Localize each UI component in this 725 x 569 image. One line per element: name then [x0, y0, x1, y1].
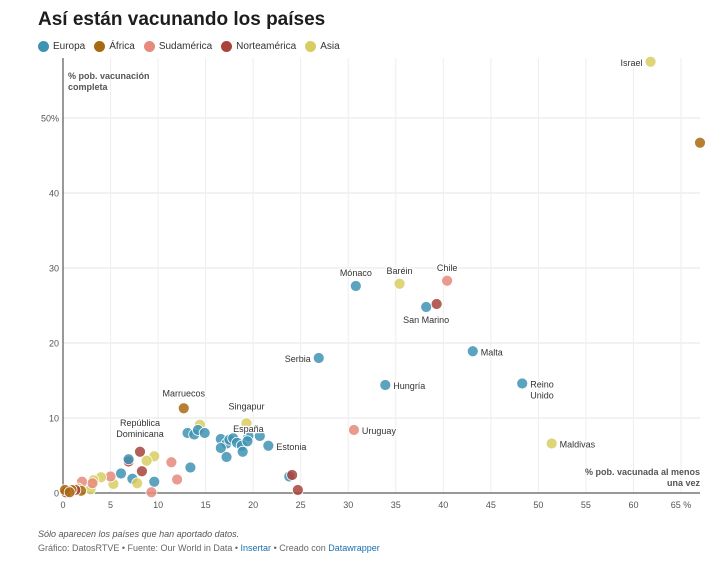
data-point	[441, 274, 454, 287]
data-point	[220, 451, 233, 463]
data-point	[145, 486, 158, 499]
point-label: Estonia	[276, 442, 306, 452]
data-point	[184, 461, 197, 474]
data-point	[349, 280, 362, 292]
point-label: Marruecos	[162, 388, 205, 398]
footer-credit: Gráfico: DatosRTVE • Fuente: Our World i…	[38, 543, 380, 553]
data-point	[177, 402, 190, 415]
x-tick-label: 35	[391, 500, 401, 510]
y-tick-label: 30	[49, 264, 59, 274]
data-point	[253, 430, 266, 442]
scatter-chart: 0 10 20 30 40 50% 0 5 10 15 20 25 30 35 40 45 50 55 60 65 %…	[41, 55, 706, 510]
legend-swatch	[305, 41, 317, 52]
data-point	[198, 427, 211, 439]
legend-item: Sudamérica	[143, 41, 213, 52]
point-label: Israel	[621, 58, 643, 68]
point-label: Baréin	[387, 266, 413, 276]
data-point	[545, 437, 558, 450]
point-label: Mónaco	[340, 268, 372, 278]
legend-item: Norteamérica	[221, 41, 296, 52]
data-point	[644, 55, 657, 68]
point-label: Hungría	[393, 381, 425, 391]
point-label: República Dominicana	[116, 418, 164, 439]
data-point	[466, 345, 479, 358]
x-tick-label: 20	[248, 500, 258, 510]
point-label: Reino Unido	[530, 380, 554, 401]
data-point	[136, 465, 148, 478]
legend-label: Europa	[53, 41, 86, 52]
data-point	[236, 445, 249, 458]
data-point	[241, 435, 254, 448]
point-label: Uruguay	[362, 426, 397, 436]
legend-swatch	[221, 41, 233, 52]
x-tick-label: 60	[628, 500, 638, 510]
x-tick-label: 10	[153, 500, 163, 510]
data-point	[312, 352, 325, 364]
point-label: San Marino	[403, 315, 449, 325]
legend-swatch	[38, 41, 49, 52]
point-label: Malta	[481, 347, 503, 357]
point-label: Maldivas	[560, 440, 596, 450]
data-point	[262, 439, 275, 452]
data-point	[171, 473, 183, 486]
footer-note: Sólo aparecen los países que han aportad…	[38, 529, 240, 539]
y-axis-label: % pob. vacunación completa	[68, 71, 150, 92]
y-tick-label: 10	[49, 414, 59, 424]
insert-link[interactable]: Insertar	[240, 543, 272, 553]
x-tick-label: 0	[60, 500, 65, 510]
data-point	[348, 424, 360, 436]
legend-label: Sudamérica	[158, 41, 213, 52]
data-point	[86, 477, 99, 490]
legend: Europa África Sudamérica Norteamérica Asia	[38, 41, 340, 52]
y-tick-label: 40	[49, 189, 59, 199]
x-axis-label: % pob. vacunada al menos una vez	[585, 467, 701, 488]
point-label: Chile	[437, 263, 458, 273]
data-point	[131, 477, 144, 490]
point-label: España	[233, 424, 264, 434]
data-point	[516, 377, 529, 390]
data-point	[115, 467, 127, 480]
data-point	[165, 456, 178, 469]
x-tick-label: 50	[533, 500, 543, 510]
data-point	[134, 445, 146, 458]
data-point	[122, 453, 135, 466]
point-label: Serbia	[285, 354, 311, 364]
y-tick-label: 20	[49, 339, 59, 349]
data-point	[63, 486, 76, 499]
x-tick-label: 55	[581, 500, 591, 510]
data-point	[379, 379, 392, 391]
y-tick-label: 0	[54, 489, 59, 499]
x-tick-label: 45	[486, 500, 496, 510]
data-point	[240, 417, 253, 430]
data-point	[140, 454, 153, 467]
legend-swatch	[143, 41, 155, 52]
data-point	[286, 469, 299, 481]
credit-source: Gráfico: DatosRTVE • Fuente: Our World i…	[38, 543, 241, 553]
x-tick-label: 25	[296, 500, 306, 510]
data-point	[291, 484, 304, 496]
point-label: Singapur	[228, 401, 264, 411]
legend-swatch	[94, 41, 106, 52]
chart-title: Así están vacunando los países	[38, 9, 326, 30]
data-point	[430, 298, 443, 310]
data-point	[214, 442, 227, 454]
legend-item: África	[94, 41, 135, 52]
x-tick-label: 65 %	[671, 500, 692, 510]
x-tick-label: 40	[438, 500, 448, 510]
credit-middle: • Creado con	[271, 543, 329, 553]
data-point	[694, 136, 706, 149]
y-tick-label: 50%	[41, 114, 59, 124]
x-tick-label: 5	[108, 500, 113, 510]
data-point	[420, 301, 433, 313]
legend-label: África	[109, 41, 135, 52]
legend-label: Asia	[320, 41, 340, 52]
data-point	[393, 277, 406, 290]
datawrapper-link[interactable]: Datawrapper	[328, 543, 380, 553]
x-tick-label: 30	[343, 500, 353, 510]
legend-item: Europa	[38, 41, 85, 52]
data-point	[148, 475, 161, 488]
x-tick-label: 15	[201, 500, 211, 510]
legend-label: Norteamérica	[236, 41, 297, 52]
legend-item: Asia	[305, 41, 340, 52]
